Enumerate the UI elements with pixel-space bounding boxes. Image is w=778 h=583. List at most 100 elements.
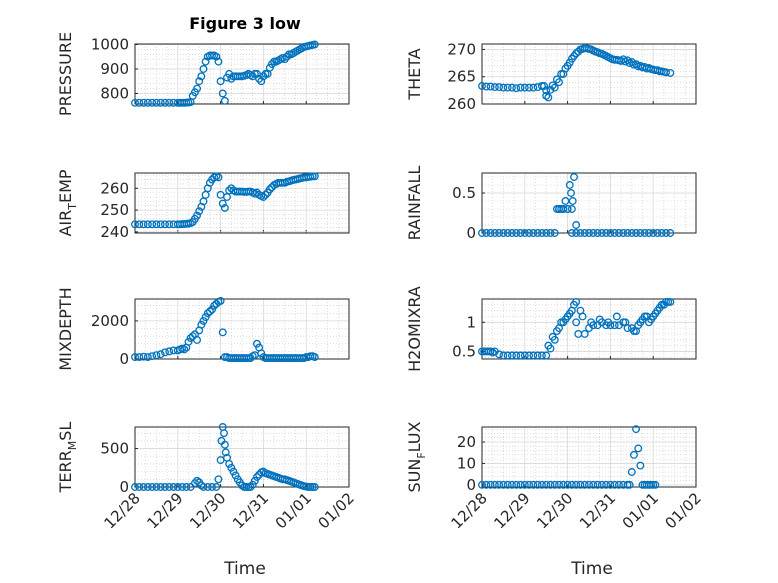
data-point — [595, 49, 604, 58]
y-tick-label: 0.5 — [452, 184, 476, 202]
data-point — [512, 351, 521, 360]
data-point — [169, 483, 178, 491]
data-point — [199, 65, 208, 73]
x-tick-label: 01/01 — [272, 489, 315, 532]
data-point — [555, 480, 563, 489]
data-point — [253, 69, 261, 78]
data-point — [647, 315, 656, 324]
data-point — [220, 203, 229, 212]
data-point — [152, 483, 161, 491]
data-point — [540, 82, 549, 90]
data-point — [548, 81, 557, 90]
data-point — [572, 229, 581, 237]
subplot-6: 0.5 1 H2OMIXRA — [405, 286, 697, 372]
data-point — [193, 476, 202, 485]
data-point — [572, 318, 581, 327]
y-axis-label: TERRMSL — [56, 422, 79, 494]
data-point — [640, 229, 649, 237]
data-point — [602, 229, 611, 237]
x-tick-label: 01/02 — [315, 489, 358, 532]
data-point — [480, 347, 489, 356]
data-point — [537, 480, 546, 489]
data-point — [495, 83, 504, 92]
y-axis-label: RAINFALL — [405, 166, 424, 241]
axes-frame — [481, 426, 697, 488]
data-point — [495, 480, 504, 489]
data-point — [632, 425, 641, 434]
data-point — [231, 471, 240, 480]
y-tick-label: 2000 — [91, 312, 129, 330]
data-point — [557, 70, 566, 78]
data-point — [533, 229, 542, 237]
data-point — [516, 351, 525, 360]
data-point — [212, 52, 221, 61]
data-point — [218, 89, 227, 98]
data-point — [193, 84, 202, 93]
data-point — [197, 320, 206, 329]
data-point — [595, 315, 604, 324]
data-point — [180, 345, 189, 354]
axes-frame — [481, 298, 697, 360]
data-point — [131, 353, 139, 362]
data-point — [550, 83, 559, 92]
data-point — [490, 480, 499, 489]
subplot-2: 260 265 270 THETA — [405, 40, 697, 113]
data-point — [310, 353, 319, 362]
data-point — [478, 82, 486, 90]
data-point — [201, 313, 210, 322]
data-point — [593, 229, 602, 237]
data-point — [478, 229, 486, 237]
data-point — [212, 483, 221, 491]
data-point — [214, 475, 223, 484]
data-point — [214, 173, 223, 182]
data-point — [131, 483, 139, 491]
data-point — [310, 40, 319, 49]
data-point — [597, 480, 606, 489]
data-point — [542, 91, 551, 100]
data-point — [529, 229, 538, 237]
data-point — [208, 483, 216, 491]
data-point — [178, 483, 187, 491]
data-point — [615, 480, 623, 489]
data-point — [537, 351, 546, 360]
data-point — [516, 229, 525, 237]
data-point — [268, 60, 276, 69]
data-point — [208, 305, 216, 314]
y-tick-label: 1000 — [91, 35, 129, 53]
figure-title: Figure 3 low — [189, 14, 301, 33]
data-point — [606, 480, 615, 489]
data-point — [161, 220, 169, 229]
data-point — [490, 83, 499, 92]
data-point — [642, 64, 651, 73]
y-tick-label: 265 — [447, 68, 476, 86]
data-point — [559, 480, 568, 489]
data-point — [544, 93, 553, 102]
data-point — [225, 69, 234, 78]
data-point — [563, 480, 572, 489]
data-point — [214, 57, 223, 66]
y-tick-label: 0 — [119, 350, 129, 368]
x-tick-label: 01/02 — [662, 489, 705, 532]
data-point — [600, 50, 608, 59]
data-point — [182, 483, 191, 491]
data-point — [143, 220, 152, 229]
data-point — [649, 229, 658, 237]
data-point — [542, 480, 551, 489]
data-point — [574, 330, 583, 338]
data-point — [139, 98, 148, 107]
data-point — [561, 64, 570, 73]
data-point — [499, 83, 508, 92]
data-point — [156, 483, 165, 491]
data-point — [512, 229, 521, 237]
data-point — [561, 315, 570, 324]
x-tick-label: 12/29 — [490, 489, 533, 532]
data-point — [310, 483, 319, 491]
data-point — [221, 448, 230, 457]
data-point — [634, 444, 643, 453]
data-point — [615, 229, 623, 237]
data-point — [248, 72, 257, 81]
data-point — [655, 67, 664, 76]
data-point — [529, 480, 538, 489]
